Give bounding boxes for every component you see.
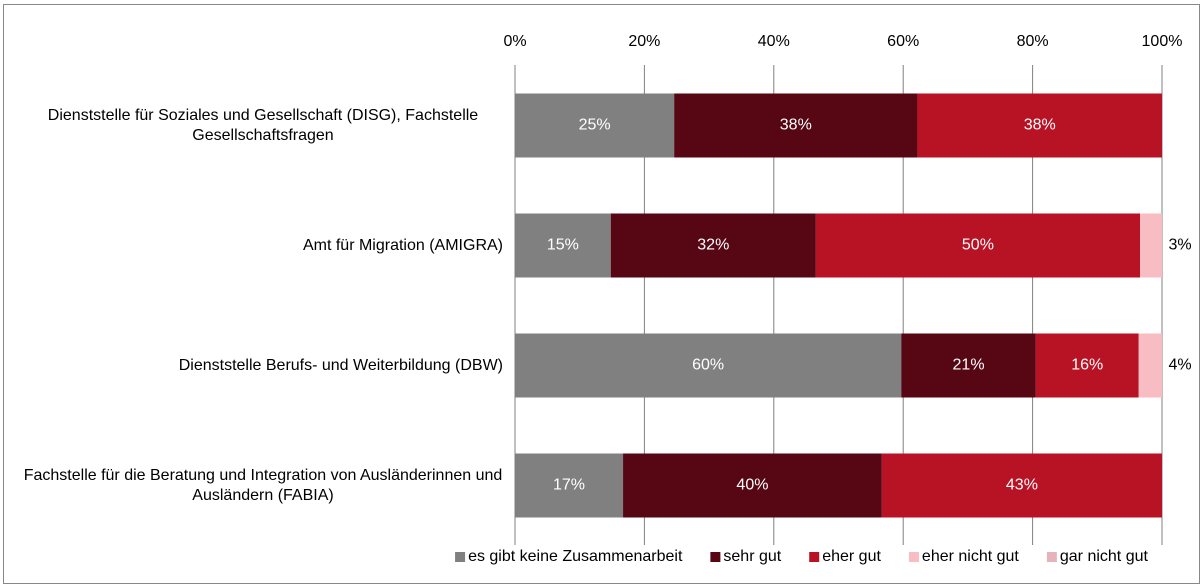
legend-label: gar nicht gut	[1060, 548, 1149, 565]
legend-label: es gibt keine Zusammenarbeit	[468, 548, 683, 565]
legend-label: eher nicht gut	[922, 548, 1020, 565]
y-tick-label: Dienststelle Berufs- und Weiterbildung (…	[178, 356, 503, 374]
legend-marker	[809, 552, 820, 562]
y-tick-label: Amt für Migration (AMIGRA)	[302, 236, 503, 254]
bar-segment	[674, 93, 918, 158]
bar-segment	[515, 453, 624, 518]
y-tick-label: Fachstelle für die Beratung und Integrat…	[23, 466, 503, 504]
bar-segment	[1035, 333, 1139, 398]
bar-segment	[1138, 333, 1162, 398]
bar-segment	[881, 453, 1162, 518]
x-tick-label: 20%	[628, 33, 660, 50]
x-tick-label: 80%	[1017, 33, 1049, 50]
data-label: 21%	[953, 357, 985, 374]
x-tick-label: 100%	[1142, 33, 1183, 50]
data-label: 17%	[553, 477, 585, 494]
bar-segment	[901, 333, 1036, 398]
bar-segment	[1140, 213, 1162, 278]
data-label: 43%	[1006, 477, 1038, 494]
bar-segment	[610, 213, 816, 278]
bar-segment	[917, 93, 1162, 158]
data-label: 32%	[697, 237, 729, 254]
data-label: 40%	[736, 477, 768, 494]
data-label: 38%	[780, 117, 812, 134]
bar-segment	[515, 333, 902, 398]
bar-segment	[815, 213, 1141, 278]
bar-segment	[623, 453, 882, 518]
y-tick-label: Dienststelle für Soziales und Gesellscha…	[47, 106, 479, 144]
x-tick-label: 60%	[887, 33, 919, 50]
legend-marker	[1046, 552, 1057, 562]
data-label: 60%	[692, 357, 724, 374]
x-tick-label: 40%	[758, 33, 790, 50]
legend-label: eher gut	[822, 548, 881, 565]
legend-marker	[908, 552, 919, 562]
chart-border	[3, 4, 1200, 584]
data-label: 38%	[1024, 117, 1056, 134]
data-label: 4%	[1168, 357, 1191, 374]
data-label: 50%	[962, 237, 994, 254]
x-tick-label: 0%	[503, 33, 526, 50]
legend-marker	[455, 552, 466, 562]
data-label: 25%	[579, 117, 611, 134]
bar-segment	[515, 213, 611, 278]
bar-segment	[515, 93, 675, 158]
data-label: 16%	[1071, 357, 1103, 374]
data-label: 3%	[1168, 237, 1191, 254]
legend-label: sehr gut	[723, 548, 781, 565]
data-label: 15%	[547, 237, 579, 254]
legend-marker	[710, 552, 721, 562]
